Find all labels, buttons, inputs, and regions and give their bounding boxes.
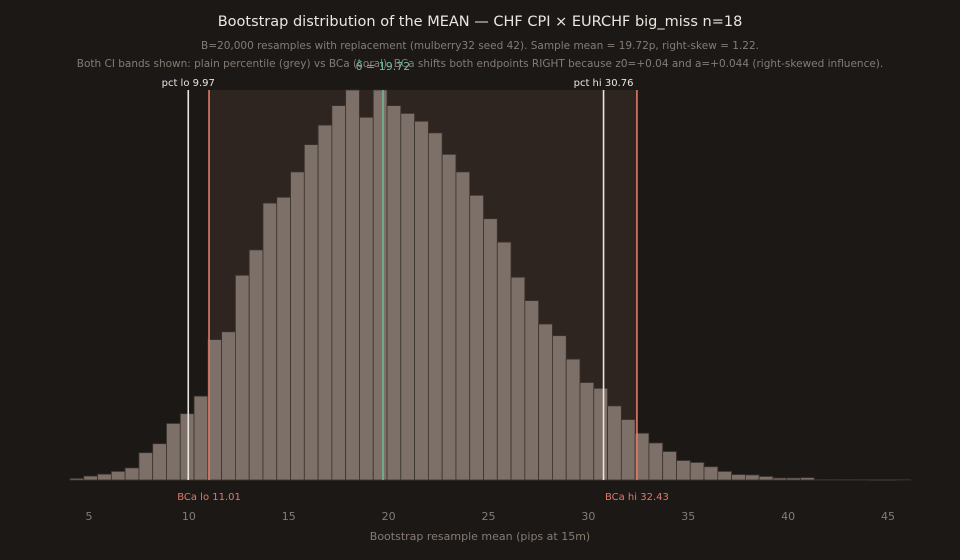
histogram-bar <box>290 171 305 481</box>
histogram-bar <box>317 124 333 481</box>
bca-ci-hi-label: BCa hi 32.43 <box>605 492 669 503</box>
x-tick-label: 25 <box>481 510 495 523</box>
histogram-bar <box>97 473 112 481</box>
histogram-bar <box>772 477 788 481</box>
chart-subtitle-line-2: Both CI bands shown: plain percentile (g… <box>76 58 884 70</box>
percentile-ci-hi-label: pct hi 30.76 <box>574 78 634 89</box>
histogram-bar <box>207 339 223 481</box>
histogram-bar <box>138 452 154 481</box>
histogram-bar <box>152 443 167 481</box>
histogram-bar <box>469 194 484 481</box>
histogram-bar <box>345 89 360 481</box>
histogram-bar <box>744 474 760 481</box>
x-tick-label: 30 <box>581 510 595 523</box>
histogram-bar <box>386 105 402 481</box>
histogram-bar <box>193 395 209 481</box>
histogram-bar <box>248 249 264 481</box>
histogram-bar <box>400 113 415 481</box>
histogram-bar <box>166 423 181 481</box>
histogram-bar <box>607 405 622 481</box>
percentile-ci-lo-label: pct lo 9.97 <box>162 78 215 89</box>
histogram-bar <box>579 382 595 481</box>
histogram-bar <box>758 476 774 481</box>
histogram-bar <box>731 474 746 481</box>
x-tick-label: 15 <box>282 510 296 523</box>
x-tick-label: 5 <box>85 510 92 523</box>
histogram-bar <box>538 323 553 481</box>
histogram-bar <box>552 335 567 481</box>
histogram-bar <box>703 466 719 481</box>
histogram-bar <box>235 274 250 481</box>
histogram-bar <box>303 144 319 481</box>
chart-title: Bootstrap distribution of the MEAN — CHF… <box>217 14 743 30</box>
histogram-bar <box>276 196 291 481</box>
histogram-bar <box>455 171 471 481</box>
x-axis-label: Bootstrap resample mean (pips at 15m) <box>370 530 590 543</box>
chart-subtitle-line-1: B=20,000 resamples with replacement (mul… <box>201 40 759 52</box>
histogram-bar <box>496 241 512 481</box>
histogram-bar <box>124 467 140 481</box>
x-tick-label: 45 <box>881 510 895 523</box>
histogram-bar <box>331 105 347 481</box>
histogram-bar <box>524 300 540 481</box>
x-tick-label: 40 <box>781 510 795 523</box>
histogram-bar <box>565 358 581 481</box>
histogram-bar <box>786 477 801 481</box>
histogram-bar <box>372 89 388 481</box>
histogram-bar <box>110 471 126 481</box>
histogram-bar <box>221 331 236 481</box>
histogram-bar <box>427 132 443 481</box>
histogram-bar <box>179 413 195 481</box>
histogram-bar <box>510 276 526 481</box>
histogram-bar <box>69 478 85 481</box>
x-tick-label: 20 <box>382 510 396 523</box>
histogram-bar <box>648 442 664 481</box>
histogram-bar <box>800 477 815 481</box>
histogram-bar <box>717 471 733 481</box>
histogram-bar <box>262 202 278 481</box>
sample-mean-label: θ̂ = 19.72 <box>356 59 410 73</box>
histogram-bar <box>359 116 374 481</box>
histogram-bar <box>620 419 636 481</box>
histogram-bar <box>662 451 677 481</box>
histogram-bar <box>83 475 98 481</box>
x-tick-label: 10 <box>182 510 196 523</box>
histogram-bar <box>441 153 457 481</box>
histogram-bar <box>593 387 608 481</box>
histogram-bar <box>676 460 691 481</box>
x-tick-label: 35 <box>681 510 695 523</box>
histogram-bar <box>689 462 705 481</box>
histogram-bar <box>483 218 498 481</box>
bca-ci-lo-label: BCa lo 11.01 <box>177 492 241 503</box>
histogram-bar <box>414 120 429 481</box>
